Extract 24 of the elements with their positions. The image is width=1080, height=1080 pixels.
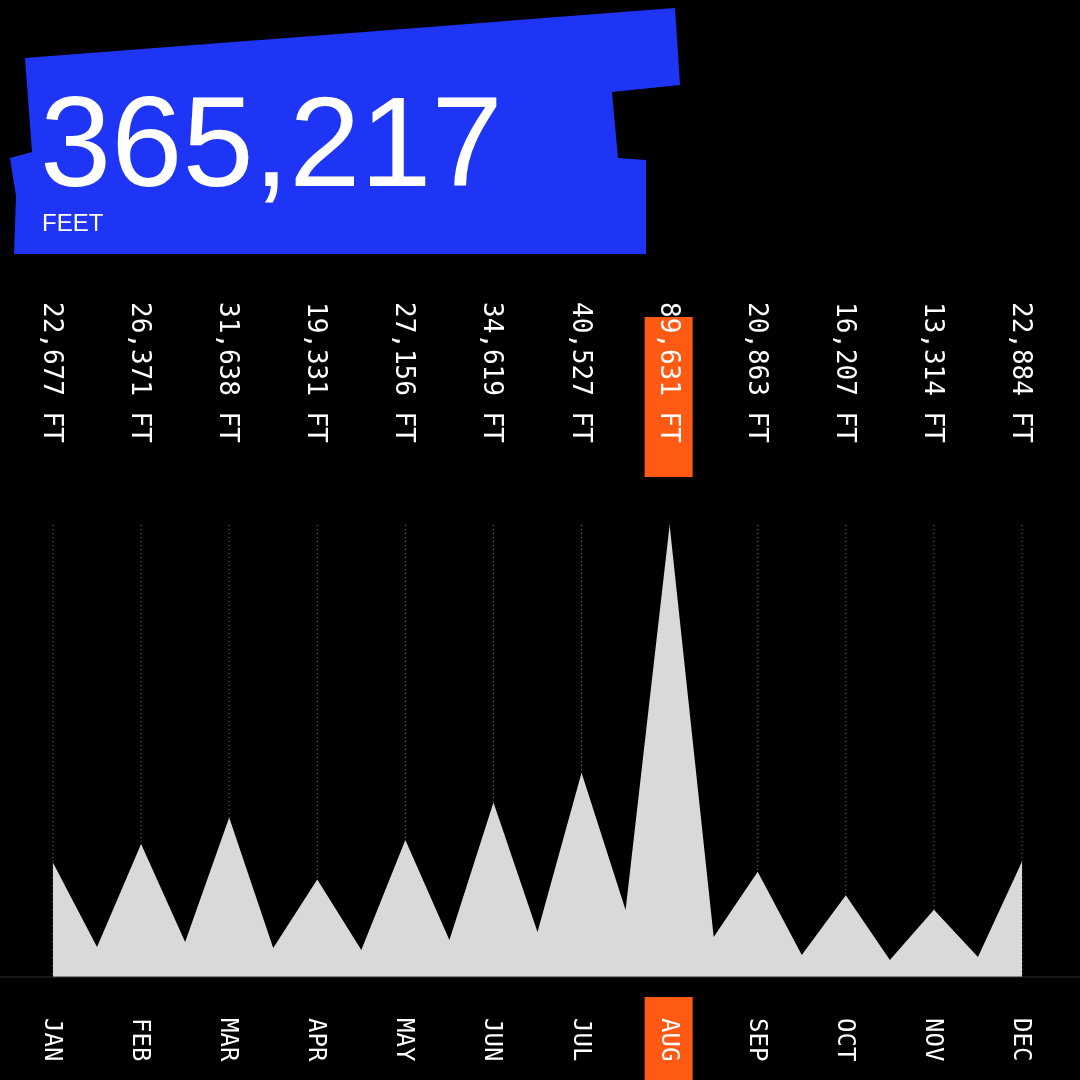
data-label: 22,884 FT bbox=[1007, 302, 1037, 444]
data-label: 27,156 FT bbox=[390, 302, 421, 444]
data-label: 20,863 FT bbox=[742, 302, 773, 444]
data-label: 31,638 FT bbox=[214, 302, 245, 444]
x-tick-label: MAR bbox=[215, 1018, 244, 1062]
data-label: 22,677 FT bbox=[38, 302, 68, 444]
x-tick-label: APR bbox=[303, 1018, 332, 1062]
x-tick-label: JUN bbox=[479, 1018, 508, 1062]
x-tick-label: DEC bbox=[1008, 1018, 1036, 1062]
x-tick-label: AUG bbox=[655, 1018, 684, 1062]
data-label: 34,619 FT bbox=[478, 302, 509, 444]
data-label: 26,371 FT bbox=[126, 302, 157, 444]
data-label: 13,314 FT bbox=[918, 302, 949, 444]
x-tick-label: FEB bbox=[127, 1018, 156, 1062]
data-label: 19,331 FT bbox=[302, 302, 333, 444]
x-tick-label: JUL bbox=[567, 1018, 596, 1062]
data-label: 89,631 FT bbox=[654, 302, 685, 444]
data-label: 16,207 FT bbox=[830, 302, 861, 444]
x-tick-label: OCT bbox=[831, 1018, 860, 1062]
data-label: 40,527 FT bbox=[566, 302, 597, 444]
x-tick-label: MAY bbox=[391, 1018, 420, 1062]
x-tick-label: SEP bbox=[743, 1018, 772, 1062]
x-tick-label: NOV bbox=[919, 1018, 948, 1062]
x-tick-label: JAN bbox=[39, 1018, 67, 1062]
